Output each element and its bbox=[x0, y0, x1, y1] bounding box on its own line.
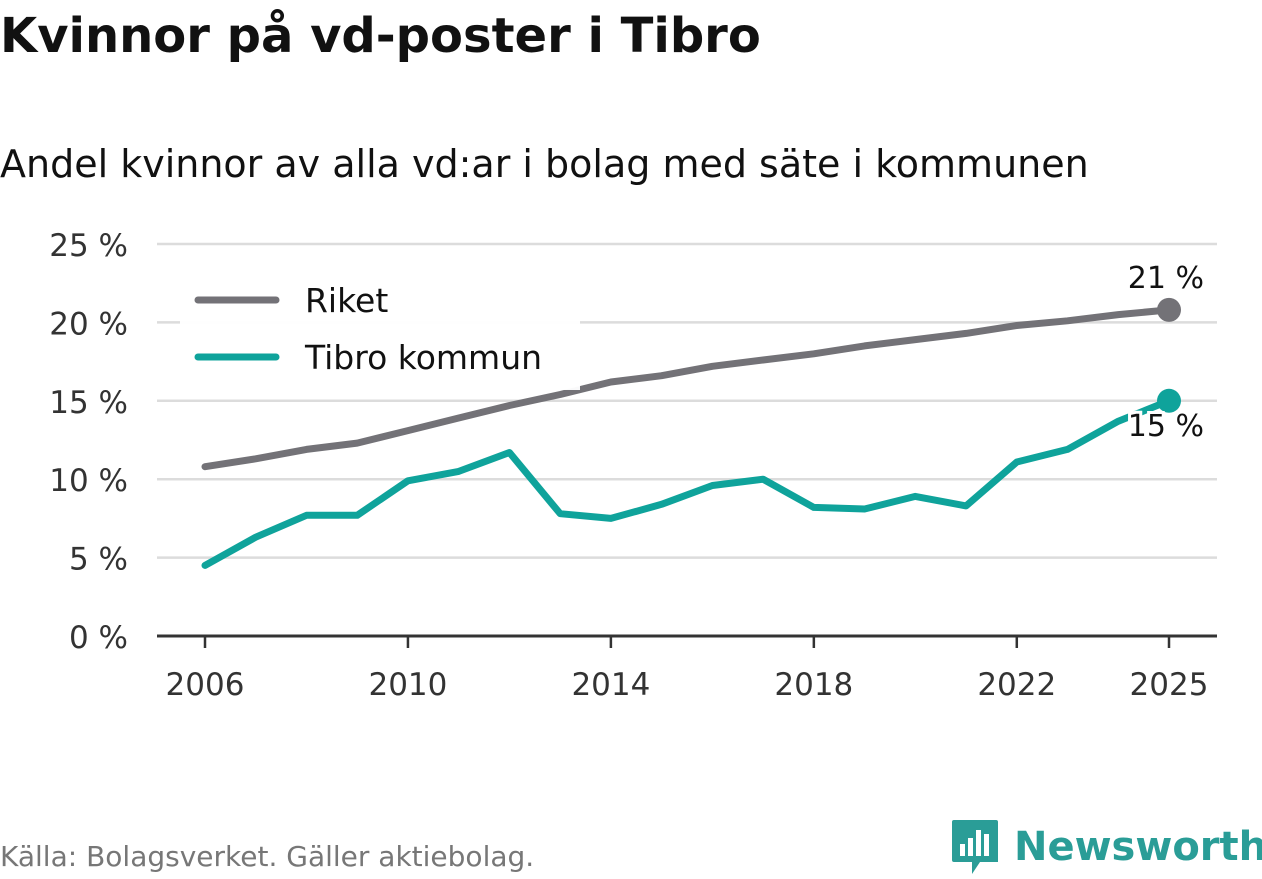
end-label-riket: 21 % bbox=[1128, 261, 1204, 296]
y-tick-label: 10 % bbox=[49, 463, 128, 499]
chart-subtitle: Andel kvinnor av alla vd:ar i bolag med … bbox=[0, 142, 1089, 186]
brand: Newsworthy bbox=[950, 818, 1262, 876]
y-tick-label: 25 % bbox=[49, 228, 128, 264]
x-tick-label: 2010 bbox=[368, 667, 447, 703]
x-tick-label: 2022 bbox=[977, 667, 1056, 703]
end-marker-tibro bbox=[1157, 388, 1181, 413]
y-tick-label: 5 % bbox=[69, 542, 128, 578]
y-tick-label: 15 % bbox=[49, 385, 128, 421]
series-line-tibro bbox=[201, 397, 1173, 569]
end-labels: 21 % 15 % bbox=[1125, 261, 1207, 447]
chart-title: Kvinnor på vd-poster i Tibro bbox=[0, 8, 761, 64]
y-tick-label: 0 % bbox=[69, 620, 128, 656]
x-tick-label: 2018 bbox=[774, 667, 853, 703]
x-tick-label: 2006 bbox=[166, 667, 245, 703]
y-tick-label: 20 % bbox=[49, 306, 128, 342]
end-marker-riket bbox=[1157, 297, 1181, 322]
legend-label: Tibro kommun bbox=[304, 338, 542, 377]
end-label-tibro: 15 % bbox=[1128, 409, 1204, 444]
x-tick-label: 2014 bbox=[571, 667, 650, 703]
y-axis-ticks: 0 % 5 % 10 % 15 % 20 % 25 % bbox=[49, 228, 128, 656]
x-tick-label: 2025 bbox=[1130, 667, 1209, 703]
x-axis-ticks: 2006 2010 2014 2018 2022 2025 bbox=[157, 634, 1217, 703]
source-note: Källa: Bolagsverket. Gäller aktiebolag. bbox=[0, 840, 535, 873]
newsworthy-logo-icon bbox=[952, 820, 998, 874]
legend-label: Riket bbox=[305, 281, 388, 320]
brand-name: Newsworthy bbox=[1014, 824, 1262, 870]
legend-background bbox=[180, 272, 580, 390]
series-line-riket bbox=[201, 306, 1173, 471]
series-lines bbox=[201, 297, 1181, 569]
legend: Riket Tibro kommun bbox=[180, 272, 580, 390]
